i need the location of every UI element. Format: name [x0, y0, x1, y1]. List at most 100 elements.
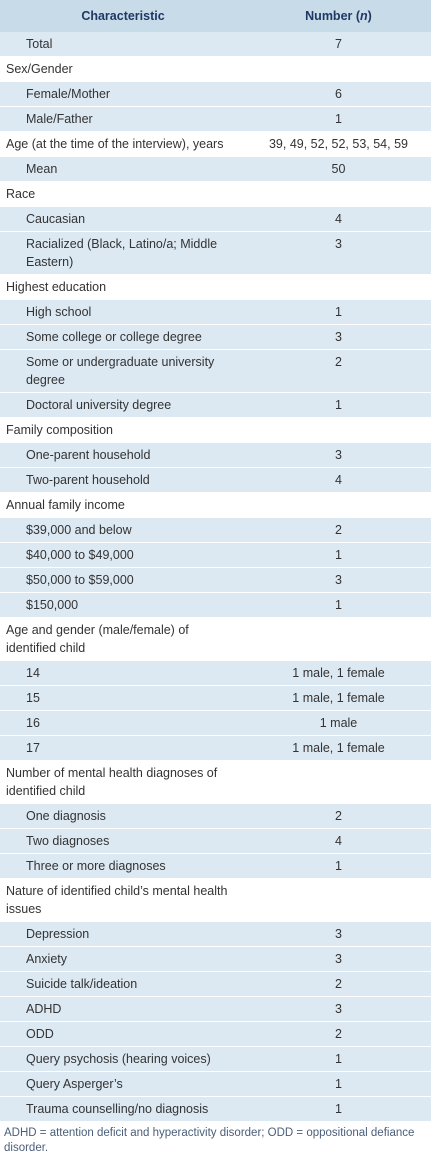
- section-row: Sex/Gender: [0, 56, 431, 82]
- header-cell: Number (n): [246, 0, 431, 32]
- row-value: 3: [246, 567, 431, 593]
- row-label: ADHD: [0, 996, 246, 1022]
- sub-row: Three or more diagnoses 1: [0, 853, 431, 879]
- row-value: 4: [246, 828, 431, 854]
- row-value: 3: [246, 921, 431, 947]
- row-label: $50,000 to $59,000: [0, 567, 246, 593]
- sub-row: $39,000 and below 2: [0, 517, 431, 543]
- section-row: Annual family income: [0, 492, 431, 518]
- row-value: 3: [246, 946, 431, 972]
- sub-row: 15 1 male, 1 female: [0, 685, 431, 711]
- row-value: [246, 617, 431, 661]
- row-label: Two diagnoses: [0, 828, 246, 854]
- row-label: Highest education: [0, 274, 246, 300]
- sub-row: $50,000 to $59,000 3: [0, 567, 431, 593]
- row-label: Annual family income: [0, 492, 246, 518]
- row-value: 50: [246, 156, 431, 182]
- section-row: Family composition: [0, 417, 431, 443]
- row-label: Racialized (Black, Latino/a; Middle East…: [0, 231, 246, 275]
- section-row: Nature of identified child’s mental heal…: [0, 878, 431, 922]
- row-label: High school: [0, 299, 246, 325]
- row-value: 6: [246, 81, 431, 107]
- row-value: [246, 492, 431, 518]
- sub-row: Some or undergraduate university degree 2: [0, 349, 431, 393]
- row-value: 1: [246, 299, 431, 325]
- row-label: $39,000 and below: [0, 517, 246, 543]
- row-value: 4: [246, 467, 431, 493]
- section-row: Race: [0, 181, 431, 207]
- sub-row: Suicide talk/ideation 2: [0, 971, 431, 997]
- row-label: 15: [0, 685, 246, 711]
- sub-row: 14 1 male, 1 female: [0, 660, 431, 686]
- sub-row: Caucasian 4: [0, 206, 431, 232]
- row-value: 1: [246, 1071, 431, 1097]
- sub-row: $150,000 1: [0, 592, 431, 618]
- row-value: [246, 274, 431, 300]
- row-value: 7: [246, 32, 431, 57]
- row-value: 2: [246, 517, 431, 543]
- row-value: 1 male, 1 female: [246, 660, 431, 686]
- sub-row: ODD 2: [0, 1021, 431, 1047]
- sub-row: Doctoral university degree 1: [0, 392, 431, 418]
- row-value: 1: [246, 592, 431, 618]
- sub-row: Racialized (Black, Latino/a; Middle East…: [0, 231, 431, 275]
- sub-row: Two diagnoses 4: [0, 828, 431, 854]
- header-text: Number (: [305, 9, 361, 23]
- row-value: 1: [246, 1046, 431, 1072]
- row-label: Age (at the time of the interview), year…: [0, 131, 246, 157]
- row-label: Trauma counselling/no diagnosis: [0, 1096, 246, 1122]
- row-value: 1: [246, 392, 431, 418]
- row-value: [246, 878, 431, 922]
- sub-row: Anxiety 3: [0, 946, 431, 972]
- header-row: Characteristic Number (n): [0, 0, 431, 32]
- row-label: $150,000: [0, 592, 246, 618]
- row-value: [246, 181, 431, 207]
- row-label: Number of mental health diagnoses of ide…: [0, 760, 246, 804]
- row-label: Query Asperger’s: [0, 1071, 246, 1097]
- sub-row: Total 7: [0, 32, 431, 57]
- section-row: Highest education: [0, 274, 431, 300]
- row-label: 14: [0, 660, 246, 686]
- sub-row: $40,000 to $49,000 1: [0, 542, 431, 568]
- row-label: Depression: [0, 921, 246, 947]
- row-label: Total: [0, 32, 246, 57]
- row-label: Family composition: [0, 417, 246, 443]
- row-value: [246, 417, 431, 443]
- row-label: Male/Father: [0, 106, 246, 132]
- row-label: Some or undergraduate university degree: [0, 349, 246, 393]
- header-cell: Characteristic: [0, 0, 246, 32]
- row-label: Mean: [0, 156, 246, 182]
- row-value: 1 male, 1 female: [246, 735, 431, 761]
- row-label: Age and gender (male/female) of identifi…: [0, 617, 246, 661]
- row-label: Three or more diagnoses: [0, 853, 246, 879]
- row-value: 1: [246, 542, 431, 568]
- sub-row: One diagnosis 2: [0, 803, 431, 829]
- section-row: Age (at the time of the interview), year…: [0, 131, 431, 157]
- sub-row: Two-parent household 4: [0, 467, 431, 493]
- row-value: 2: [246, 971, 431, 997]
- sub-row: Mean 50: [0, 156, 431, 182]
- row-label: Nature of identified child’s mental heal…: [0, 878, 246, 922]
- row-value: 2: [246, 803, 431, 829]
- row-value: 3: [246, 442, 431, 468]
- sub-row: 16 1 male: [0, 710, 431, 736]
- row-label: Query psychosis (hearing voices): [0, 1046, 246, 1072]
- section-row: Age and gender (male/female) of identifi…: [0, 617, 431, 661]
- row-value: [246, 760, 431, 804]
- sub-row: Query psychosis (hearing voices) 1: [0, 1046, 431, 1072]
- sub-row: High school 1: [0, 299, 431, 325]
- row-value: [246, 56, 431, 82]
- sub-row: ADHD 3: [0, 996, 431, 1022]
- row-label: 17: [0, 735, 246, 761]
- row-value: 1 male, 1 female: [246, 685, 431, 711]
- row-label: One-parent household: [0, 442, 246, 468]
- row-label: One diagnosis: [0, 803, 246, 829]
- row-value: 1 male: [246, 710, 431, 736]
- sub-row: Trauma counselling/no diagnosis 1: [0, 1096, 431, 1122]
- row-label: Female/Mother: [0, 81, 246, 107]
- header-text: n: [360, 9, 368, 23]
- row-value: 3: [246, 231, 431, 275]
- row-label: Doctoral university degree: [0, 392, 246, 418]
- row-label: Anxiety: [0, 946, 246, 972]
